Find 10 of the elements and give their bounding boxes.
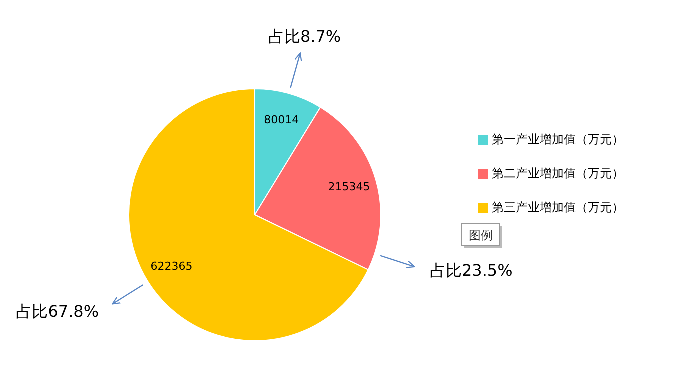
text: 占比23.5% bbox=[430, 261, 513, 280]
legend-title: 图例 bbox=[469, 228, 493, 242]
data-label: 80014 bbox=[264, 113, 300, 126]
text: 占比67.8% bbox=[16, 302, 100, 322]
data-label: 622365 bbox=[150, 260, 193, 274]
legend-label: 第二产业增加值（万元） bbox=[492, 166, 624, 180]
legend-label: 第三产业增加值（万元） bbox=[492, 200, 624, 214]
legend-label: 第一产业增加值（万元） bbox=[492, 132, 624, 146]
text: 占比8.7% bbox=[268, 27, 342, 46]
data-label: 215345 bbox=[328, 180, 370, 194]
